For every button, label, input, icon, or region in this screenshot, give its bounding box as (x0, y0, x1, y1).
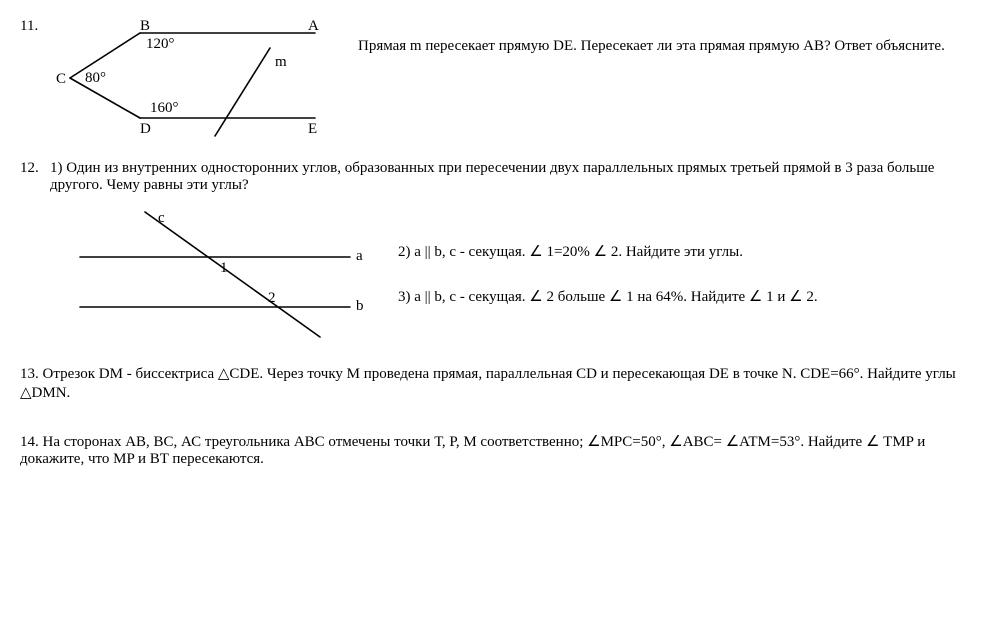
problem-12-right: 2) a || b, c - секущая. ∠ 1=20% ∠ 2. Най… (390, 202, 988, 306)
label-160: 160° (150, 100, 179, 116)
label-m: m (275, 54, 287, 70)
label-120: 120° (146, 36, 175, 52)
problem-14-text: На сторонах АВ, ВС, АС треугольника АВС … (20, 434, 925, 467)
problem-11: 11. B A C D E m 1 (20, 18, 988, 138)
label-c: C (56, 71, 66, 87)
label-1: 1 (220, 260, 228, 276)
problem-13-number: 13. (20, 366, 39, 382)
label-80: 80° (85, 70, 106, 86)
problem-12-part1: 1) Один из внутренних односторонних угло… (50, 160, 988, 194)
problem-11-question: Прямая m пересекает прямую DE. Пересекае… (358, 38, 945, 54)
problem-12-head: 12. 1) Один из внутренних односторонних … (20, 160, 988, 194)
problem-13-text: Отрезок DM - биссектриса △CDE. Через точ… (20, 366, 956, 401)
label-c: c (158, 210, 165, 226)
label-b: b (356, 298, 364, 314)
problem-11-row: 11. B A C D E m 1 (20, 18, 988, 138)
problem-12-part3: 3) a || b, c - секущая. ∠ 2 больше ∠ 1 н… (398, 287, 988, 306)
problem-12-number: 12. (20, 160, 50, 177)
problem-14: 14. На сторонах АВ, ВС, АС треугольника … (20, 432, 988, 468)
problem-12-part2: 2) a || b, c - секущая. ∠ 1=20% ∠ 2. Най… (398, 242, 988, 261)
label-d: D (140, 121, 151, 137)
problem-14-number: 14. (20, 434, 39, 450)
label-a: a (356, 248, 363, 264)
problem-11-text: Прямая m пересекает прямую DE. Пересекае… (350, 18, 988, 55)
label-e: E (308, 121, 317, 137)
problem-11-diagram: B A C D E m 120° 80° 160° (50, 18, 350, 138)
problem-12-body: c a b 1 2 2) a || b, c - секущая. ∠ 1=20… (20, 202, 988, 342)
problem-13: 13. Отрезок DM - биссектриса △CDE. Через… (20, 364, 988, 402)
label-a: A (308, 18, 319, 34)
label-b: B (140, 18, 150, 34)
problem-12: 12. 1) Один из внутренних односторонних … (20, 160, 988, 342)
problem-11-number: 11. (20, 18, 50, 35)
label-2: 2 (268, 290, 276, 306)
problem-12-diagram: c a b 1 2 (50, 202, 390, 342)
